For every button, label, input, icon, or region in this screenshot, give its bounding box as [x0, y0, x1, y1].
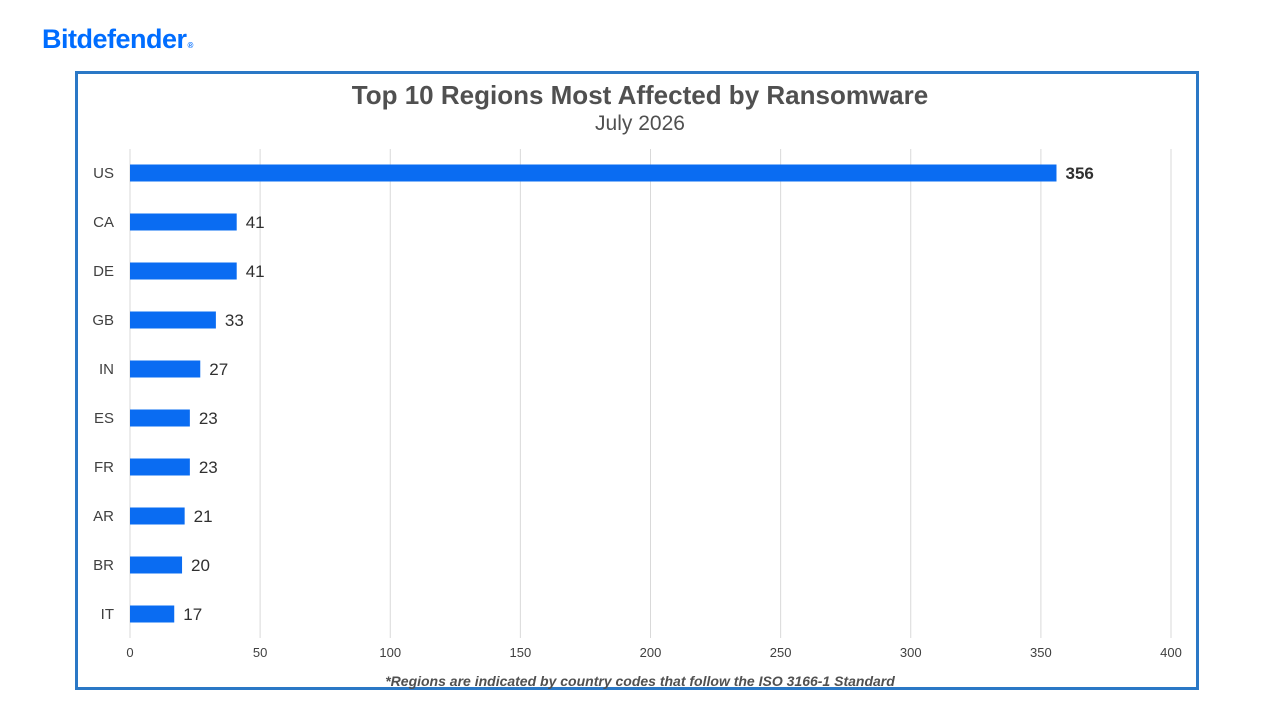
category-label: US [93, 165, 114, 182]
x-tick-label: 200 [640, 645, 662, 660]
category-label: IT [101, 606, 114, 623]
bar-it [130, 605, 175, 623]
category-label: IN [99, 361, 114, 378]
value-label: 356 [1065, 164, 1093, 183]
value-label: 27 [209, 360, 228, 379]
bar-de [130, 262, 237, 280]
category-label: DE [93, 263, 114, 280]
x-tick-label: 50 [253, 645, 267, 660]
bitdefender-logo: Bitdefender® [42, 24, 193, 55]
value-label: 23 [199, 409, 218, 428]
value-label: 33 [225, 311, 244, 330]
value-label: 23 [199, 458, 218, 477]
x-tick-label: 350 [1030, 645, 1052, 660]
bar-us [130, 164, 1057, 182]
x-tick-label: 300 [900, 645, 922, 660]
category-label: GB [92, 312, 114, 329]
bar-in [130, 360, 201, 378]
bar-gb [130, 311, 216, 329]
tick-labels: 0 50 100 150 200 250 300 350 400 [126, 645, 1181, 660]
value-label: 20 [191, 556, 210, 575]
category-label: CA [93, 214, 114, 231]
logo-text: Bitdefender [42, 24, 187, 54]
x-tick-label: 0 [126, 645, 133, 660]
chart-subtitle: July 2026 [595, 112, 685, 135]
category-label: ES [94, 410, 114, 427]
x-tick-label: 400 [1160, 645, 1182, 660]
value-label: 41 [246, 262, 265, 281]
category-labels: US CA DE GB IN ES FR AR BR IT [92, 165, 114, 623]
registered-mark: ® [187, 41, 194, 50]
bar-fr [130, 458, 190, 476]
x-tick-label: 250 [770, 645, 792, 660]
category-label: BR [93, 557, 114, 574]
value-label: 41 [246, 213, 265, 232]
chart-frame [75, 71, 1199, 690]
bars [130, 164, 1057, 623]
bar-es [130, 409, 190, 427]
x-tick-label: 150 [510, 645, 532, 660]
bar-ar [130, 507, 185, 525]
value-labels: 356 41 41 33 27 23 23 21 20 17 [183, 164, 1094, 624]
category-label: FR [94, 459, 114, 476]
chart-footnote: *Regions are indicated by country codes … [385, 673, 895, 689]
value-label: 17 [183, 605, 202, 624]
gridlines [129, 149, 1172, 638]
bar-ca [130, 213, 237, 231]
x-tick-label: 100 [379, 645, 401, 660]
value-label: 21 [194, 507, 213, 526]
category-label: AR [93, 508, 114, 525]
bar-br [130, 556, 183, 574]
chart-title: Top 10 Regions Most Affected by Ransomwa… [351, 80, 929, 110]
